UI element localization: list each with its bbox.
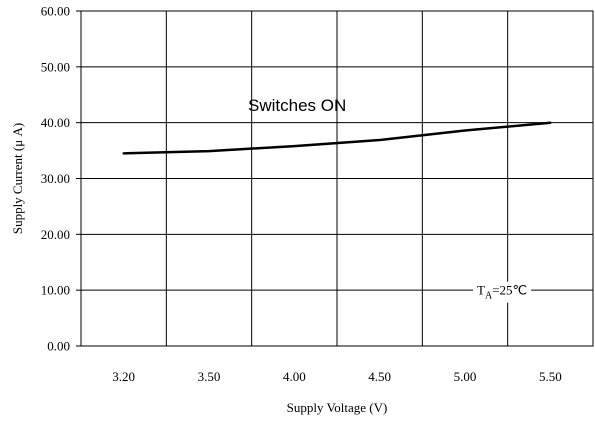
- x-tick-label: 3.20: [112, 369, 135, 384]
- y-axis-label: Supply Current (μ A): [10, 123, 25, 234]
- condition-sub: A: [485, 291, 493, 302]
- y-tick-label: 0.00: [47, 339, 70, 354]
- x-axis-ticks: 3.20 3.50 4.00 4.50 5.00 5.50: [112, 369, 561, 384]
- x-tick-label: 5.50: [539, 369, 562, 384]
- condition-rest: =25℃: [492, 283, 527, 298]
- series-annotation: Switches ON: [248, 96, 346, 115]
- series-line: [122, 121, 552, 155]
- y-tick-label: 50.00: [41, 59, 70, 74]
- y-tick-label: 40.00: [41, 115, 70, 130]
- x-tick-label: 4.00: [283, 369, 306, 384]
- x-tick-label: 4.50: [368, 369, 391, 384]
- x-axis-label: Supply Voltage (V): [287, 400, 388, 415]
- svg-text:TA=25℃: TA=25℃: [477, 283, 527, 302]
- condition-annotation: TA=25℃: [473, 281, 532, 303]
- x-tick-label: 5.00: [454, 369, 477, 384]
- y-tick-label: 30.00: [41, 171, 70, 186]
- x-tick-label: 3.50: [198, 369, 221, 384]
- y-tick-label: 20.00: [41, 227, 70, 242]
- series-layer: [122, 121, 552, 155]
- y-tick-label: 60.00: [41, 4, 70, 19]
- condition-main: T: [477, 283, 485, 298]
- y-axis-ticks: 0.00 10.00 20.00 30.00 40.00 50.00 60.00: [41, 4, 81, 354]
- y-tick-label: 10.00: [41, 283, 70, 298]
- grid: [81, 11, 593, 346]
